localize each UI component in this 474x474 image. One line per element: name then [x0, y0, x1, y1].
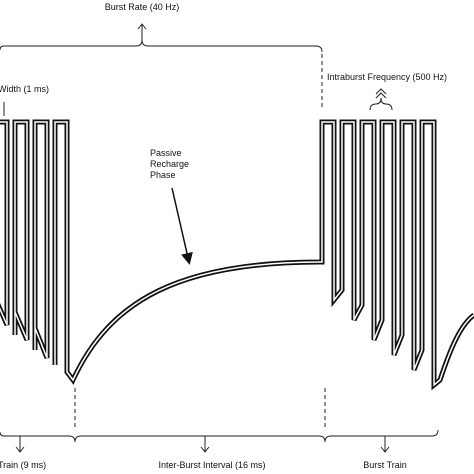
burst-rate-arrow [137, 23, 147, 40]
pulse-width-label: Width (1 ms) [0, 84, 49, 94]
recharge-label: Passive [150, 148, 182, 158]
burst-rate-label: Burst Rate (40 Hz) [105, 2, 180, 12]
recharge-arrow [171, 187, 193, 265]
burst-train-label: Train (9 ms) [0, 460, 46, 470]
burst-rate-bracket [0, 39, 323, 53]
waveform [0, 119, 474, 391]
intraburst-frequency-label: Intraburst Frequency (500 Hz) [327, 72, 447, 82]
inter-burst-label: Inter-Burst Interval (16 ms) [158, 460, 265, 470]
recharge-label: Recharge [150, 159, 189, 169]
intraburst-bracket [369, 88, 393, 111]
burst-train-label: Burst Train [363, 460, 407, 470]
bottom-arrows [15, 436, 390, 453]
bottom-bracket [0, 429, 439, 443]
recharge-label: Phase [150, 170, 176, 180]
